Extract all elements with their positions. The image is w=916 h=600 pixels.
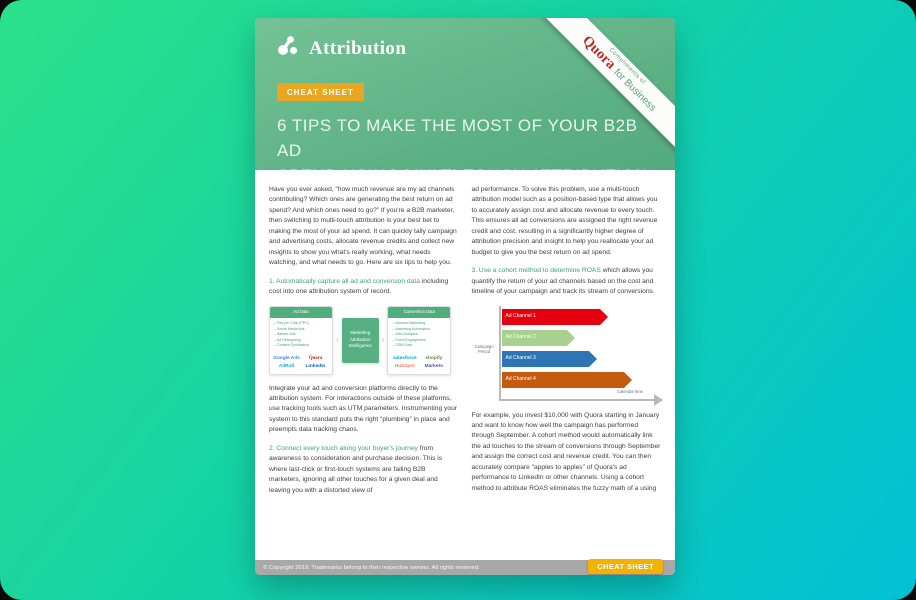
section-1-paragraph: 1. Automatically capture all ad and conv…	[269, 277, 459, 298]
bar-arrow-head	[624, 371, 633, 388]
bar-arrow-head	[566, 329, 575, 346]
page-title: 6 TIPS TO MAKE THE MOST OF YOUR B2B AD S…	[277, 113, 653, 170]
conversion-data-item: Marketing Automation	[392, 327, 446, 333]
marketo-logo: Marketo	[424, 364, 444, 370]
right-column: ad performance. To solve this problem, u…	[471, 185, 663, 560]
attribution-logo-icon	[277, 35, 301, 62]
section-2-heading: 2. Connect every touch along your buyer'…	[269, 444, 418, 452]
conversion-data-card-header: Conversion Data	[388, 306, 451, 319]
diagram-arrow-icon: ›	[336, 334, 339, 344]
attribution-intelligence-box: Marketing Attribution Intelligence	[341, 317, 379, 363]
conversion-data-item: Event Engagement	[392, 338, 446, 344]
brand-row: Attribution	[277, 35, 653, 62]
chart-y-axis-label: Campaign Period	[474, 343, 494, 355]
google-ads-logo: Google Ads	[273, 355, 300, 361]
ad-data-card-header: Ad Data	[270, 306, 332, 319]
bar-arrow-head	[600, 308, 609, 325]
page-title-line1: 6 TIPS TO MAKE THE MOST OF YOUR B2B AD	[277, 116, 638, 160]
ad-platform-logos: Google Ads Quora AdRoll LinkedIn	[270, 354, 332, 374]
linkedin-logo: LinkedIn	[305, 364, 326, 370]
section-2-paragraph: 2. Connect every touch along your buyer'…	[269, 444, 459, 496]
bar-label: Ad Channel 3	[505, 354, 536, 361]
ad-data-item-list: Pay per Click (PPC) Social Media Ads Ban…	[270, 318, 332, 354]
hubspot-logo: HubSpot	[394, 364, 415, 370]
page-header: Attribution CHEAT SHEET 6 TIPS TO MAKE T…	[255, 18, 675, 170]
shopify-logo: shopify	[425, 355, 443, 361]
ad-data-item: Pay per Click (PPC)	[274, 321, 328, 327]
chart-bar-ad-channel-1: Ad Channel 1	[501, 308, 609, 325]
cheat-sheet-page: Attribution CHEAT SHEET 6 TIPS TO MAKE T…	[255, 18, 675, 575]
conversion-data-item-list: Inbound Marketing Marketing Automation W…	[388, 318, 450, 354]
conversion-data-card: Conversion Data Inbound Marketing Market…	[387, 305, 452, 375]
section-3-text: which allows you quantify the return of …	[471, 267, 655, 296]
ad-data-item: Social Media Ads	[274, 327, 328, 333]
quora-logo: Quora	[308, 355, 323, 361]
chart-bar-ad-channel-4: Ad Channel 4	[501, 371, 633, 388]
ad-data-item: Ad Retargeting	[274, 338, 328, 344]
section-2-text: from awareness to consideration and purc…	[269, 444, 443, 494]
section-3-heading: 3. Use a cohort method to determine ROAS	[471, 267, 601, 275]
document-body: Have you ever asked, “how much revenue a…	[255, 170, 675, 560]
attribution-flow-diagram: Ad Data Pay per Click (PPC) Social Media…	[269, 305, 459, 375]
bar-label: Ad Channel 4	[505, 375, 536, 382]
bar-arrow-head	[589, 350, 598, 367]
conversion-data-item: CRM Data	[392, 343, 446, 349]
integration-paragraph: Integrate your ad and conversion platfor…	[269, 384, 458, 434]
bar-label: Ad Channel 1	[505, 312, 536, 319]
ad-data-item: Banner Ads	[274, 332, 328, 338]
ad-data-item: Content Syndication	[274, 343, 328, 349]
page-title-line2: SPEND USING MULTI-TOUCH ATTRIBUTION	[277, 163, 653, 170]
cohort-example-paragraph: For example, you invest $10,000 with Quo…	[471, 411, 661, 492]
intro-paragraph: Have you ever asked, “how much revenue a…	[269, 186, 457, 267]
adroll-logo: AdRoll	[278, 364, 295, 370]
page-footer: © Copyright 2019. Trademarks belong to t…	[255, 558, 675, 575]
chart-bar-ad-channel-3: Ad Channel 3	[501, 350, 598, 367]
left-column: Have you ever asked, “how much revenue a…	[269, 185, 459, 560]
chart-bar-ad-channel-2: Ad Channel 2	[501, 329, 575, 346]
x-axis-arrow-icon	[654, 393, 663, 406]
diagram-arrow-icon: ›	[381, 334, 385, 344]
copyright-text: © Copyright 2019. Trademarks belong to t…	[263, 564, 480, 571]
section-1-heading: 1. Automatically capture all ad and conv…	[269, 277, 420, 285]
cohort-roas-chart: Campaign Period Ad Channel 1 Ad Channel …	[472, 305, 663, 406]
conversion-data-item: Web Analytics	[392, 332, 446, 338]
chart-x-axis: Calendar time	[499, 388, 663, 406]
brand-name: Attribution	[309, 37, 407, 59]
bar-label: Ad Channel 2	[505, 333, 536, 340]
conversion-data-item: Inbound Marketing	[392, 321, 446, 327]
salesforce-logo: salesforce	[392, 355, 417, 361]
section-1-text: including cost into one attribution syst…	[269, 277, 449, 296]
chart-x-axis-label: Calendar time	[614, 388, 645, 394]
conversion-platform-logos: salesforce shopify HubSpot Marketo	[388, 354, 450, 374]
cheat-sheet-badge: CHEAT SHEET	[277, 83, 364, 101]
ad-performance-paragraph: ad performance. To solve this problem, u…	[471, 186, 658, 256]
section-3-paragraph: 3. Use a cohort method to determine ROAS…	[472, 266, 662, 297]
ad-data-card: Ad Data Pay per Click (PPC) Social Media…	[269, 305, 333, 375]
footer-cheat-sheet-badge: CHEAT SHEET	[588, 558, 663, 574]
chart-plot-area: Ad Channel 1 Ad Channel 2 Ad Channel 3	[498, 305, 663, 406]
